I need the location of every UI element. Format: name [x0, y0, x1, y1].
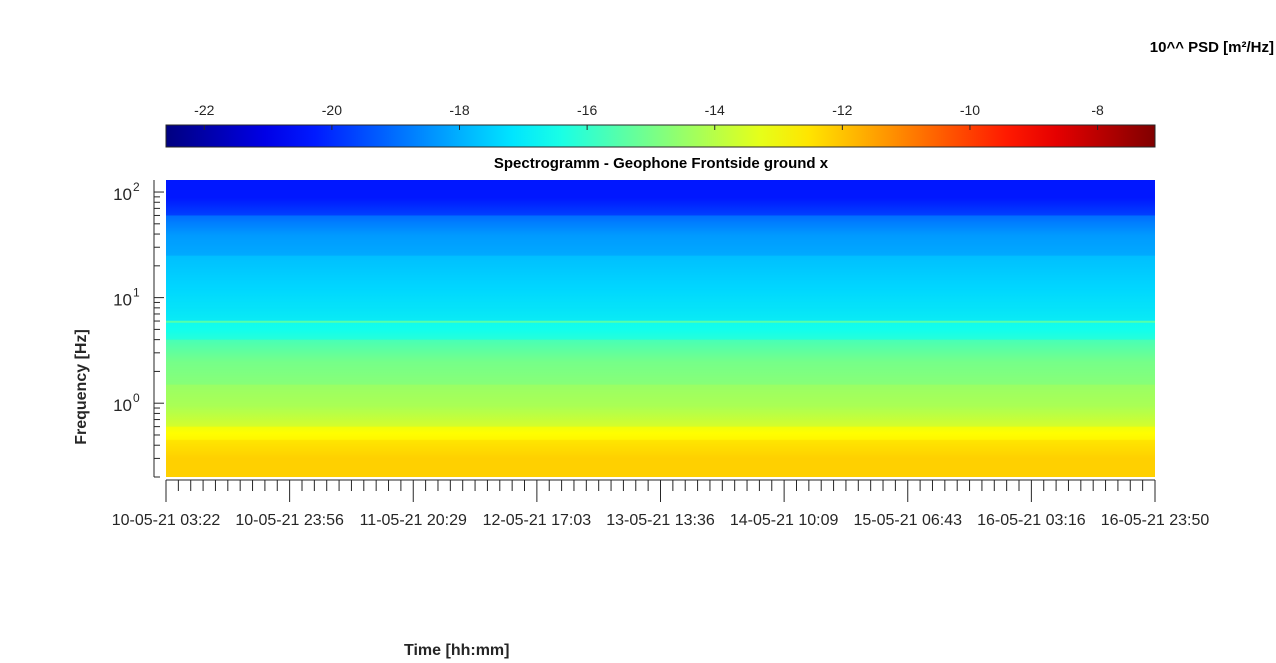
y-tick-label: 10	[113, 396, 132, 415]
spectrogram-plot	[166, 180, 1155, 477]
x-tick-label: 15-05-21 06:43	[853, 512, 962, 529]
colorbar-tick-label: -20	[322, 102, 342, 118]
chart-title: Spectrogramm - Geophone Frontside ground…	[493, 155, 829, 172]
psd-band	[166, 255, 1155, 322]
x-tick-label: 16-05-21 23:50	[1101, 512, 1210, 529]
colorbar-tick-label: -18	[449, 102, 469, 118]
x-tick-label: 10-05-21 23:56	[235, 512, 344, 529]
x-tick-label: 16-05-21 03:16	[977, 512, 1086, 529]
x-axis-label: Time [hh:mm]	[404, 642, 510, 659]
psd-band	[166, 215, 1155, 256]
y-tick-exponent: 2	[133, 180, 140, 194]
x-tick-label: 13-05-21 13:36	[606, 512, 715, 529]
colorbar-tick-label: -22	[194, 102, 214, 118]
colorbar-tick-label: -10	[960, 102, 980, 118]
colorbar: -22 -20 -18 -16 -14 -12 -10 -8	[165, 102, 1156, 148]
y-tick-exponent: 0	[133, 391, 140, 405]
colorbar-tick-label: -12	[832, 102, 852, 118]
x-tick-label: 14-05-21 10:09	[730, 512, 839, 529]
psd-band	[166, 426, 1155, 440]
x-tick-label: 10-05-21 03:22	[112, 512, 221, 529]
x-tick-label: 12-05-21 17:03	[483, 512, 592, 529]
psd-band	[166, 339, 1155, 385]
spectrogram-image	[166, 180, 1155, 477]
colorbar-label: 10^^ PSD [m²/Hz]	[1149, 39, 1274, 56]
colorbar-tick-label: -16	[577, 102, 597, 118]
y-tick-exponent: 1	[133, 286, 140, 300]
x-tick-label: 11-05-21 20:29	[360, 512, 467, 529]
psd-band	[166, 384, 1155, 427]
colorbar-tick-label: -14	[705, 102, 725, 118]
colorbar-tick-label: -8	[1091, 102, 1104, 118]
x-axis: 10-05-21 03:22 10-05-21 23:56 11-05-21 20:…	[112, 479, 1210, 529]
colorbar-gradient	[165, 124, 1156, 148]
psd-band	[166, 439, 1155, 477]
psd-band	[166, 180, 1155, 216]
y-tick-label: 10	[113, 291, 132, 310]
y-tick-label: 10	[113, 185, 132, 204]
psd-band	[166, 321, 1155, 340]
